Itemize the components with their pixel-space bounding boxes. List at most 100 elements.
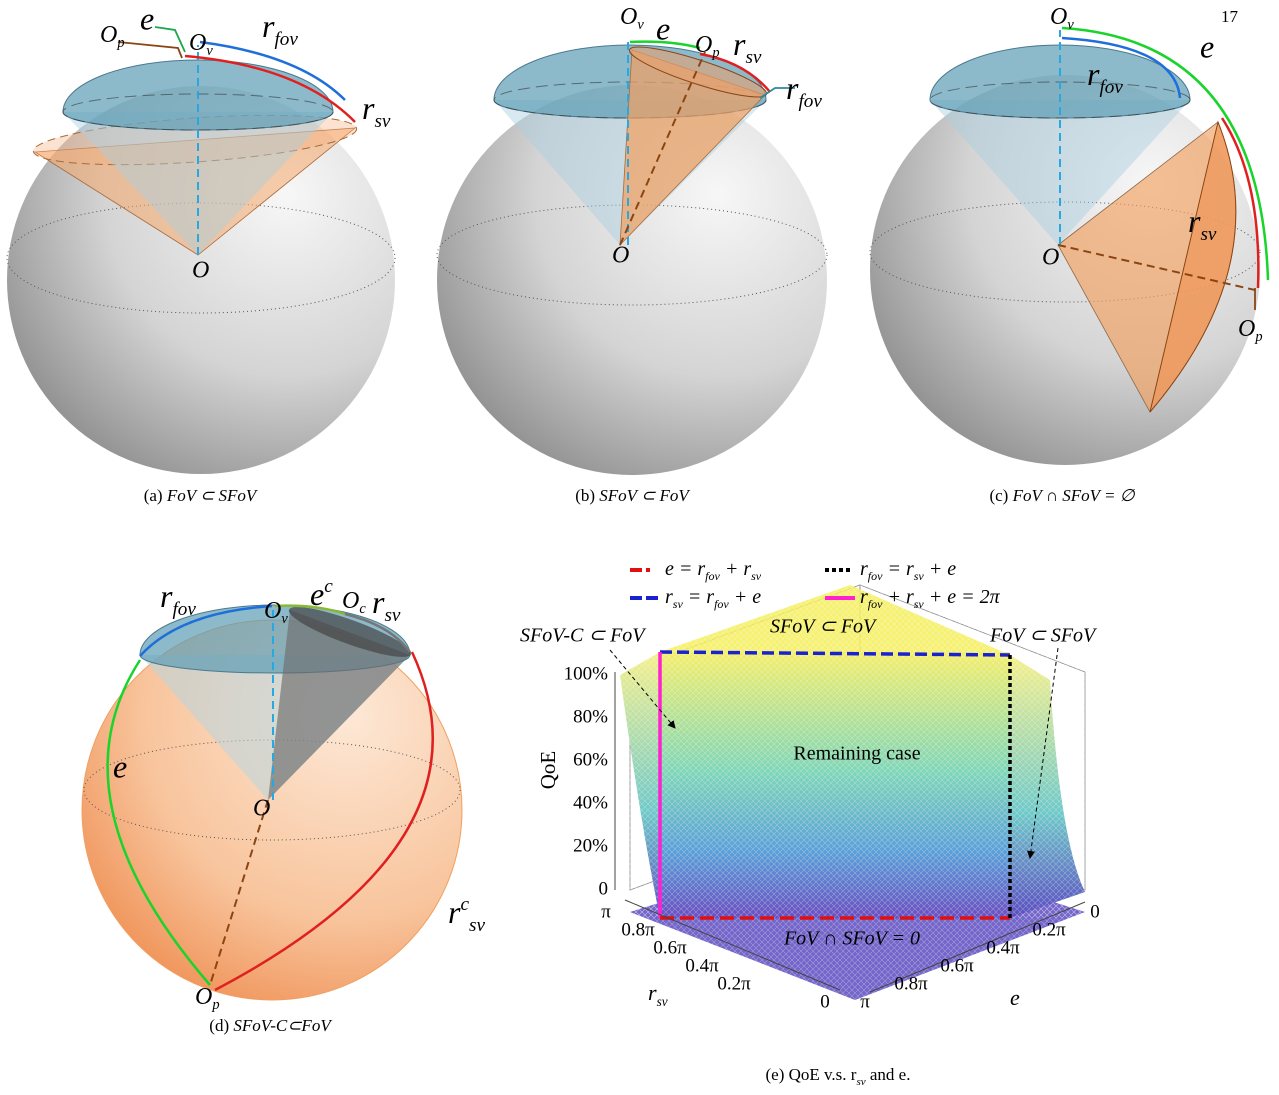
- subscript: p: [711, 45, 719, 61]
- diagram-label: Oc: [342, 588, 366, 618]
- diagram-label: rcsv: [448, 894, 485, 936]
- caption: (e) QoE v.s. rsv and e.: [766, 1065, 911, 1088]
- caption-label: (d): [209, 1016, 229, 1035]
- tick-label: 0: [820, 991, 830, 1012]
- tick-label: 40%: [573, 792, 608, 813]
- text-part: O: [195, 984, 212, 1010]
- legend-entry: e = rfov + rsv: [665, 558, 762, 583]
- subscript: sv: [751, 569, 762, 583]
- text-part: r: [362, 90, 375, 126]
- subscript: c: [359, 601, 366, 617]
- subscript: p: [211, 997, 219, 1013]
- subscript: v: [1067, 17, 1074, 33]
- subscript: p: [116, 35, 124, 51]
- subscript: v: [637, 17, 644, 33]
- text-part: r: [786, 70, 799, 106]
- text-part: r: [1087, 56, 1100, 92]
- text-part: O: [1238, 316, 1255, 342]
- text-part: O: [1050, 4, 1067, 30]
- diagram-label: ec: [310, 576, 333, 612]
- tick-label: 0.8π: [894, 973, 928, 994]
- diagram-label: Ov: [189, 30, 213, 60]
- text-part: O: [620, 4, 637, 30]
- subscript: fov: [868, 597, 883, 611]
- tick-label: π: [860, 991, 870, 1012]
- subscript: v: [206, 43, 213, 59]
- tick-label: 100%: [564, 663, 609, 684]
- tick-label: 0.6π: [940, 955, 974, 976]
- subscript: fov: [714, 597, 729, 611]
- text-part: O: [189, 30, 206, 56]
- diagram-label: e: [140, 0, 154, 36]
- diagram-label: O: [612, 243, 629, 269]
- text-part: O: [264, 598, 281, 624]
- subscript: sv: [856, 1076, 865, 1088]
- text-part: r: [372, 584, 385, 620]
- text-part: r: [860, 558, 868, 580]
- tick-label: 0.2π: [717, 973, 751, 994]
- subscript: sv: [384, 605, 400, 626]
- caption: (a) FoV ⊂ SFoV: [144, 486, 259, 505]
- text-part: r: [860, 586, 868, 608]
- text-part: + e: [729, 586, 761, 608]
- tick-label: 20%: [573, 835, 608, 856]
- annotation: Remaining case: [793, 743, 920, 765]
- diagram-label: rsv: [362, 90, 391, 132]
- diagram-label: Op: [1238, 316, 1263, 346]
- subscript: v: [281, 611, 288, 627]
- tick-label: 0.8π: [621, 919, 655, 940]
- caption-label: (b): [575, 486, 595, 505]
- text-part: r: [733, 26, 746, 62]
- annotation: FoV ∩ SFoV = 0: [783, 928, 920, 950]
- subscript: sv: [745, 47, 761, 68]
- diagram-label: rsv: [372, 584, 401, 626]
- annotation: SFoV ⊂ FoV: [770, 616, 878, 638]
- text-part: + e = 2π: [924, 586, 1001, 608]
- diagram-label: rfov: [262, 8, 298, 50]
- text-part: r: [665, 586, 673, 608]
- diagram-label: e: [656, 10, 670, 46]
- subscript: fov: [868, 569, 883, 583]
- legend-entry: rfov = rsv + e: [860, 558, 956, 583]
- caption: (b) SFoV ⊂ FoV: [575, 486, 691, 505]
- caption: (c) FoV ∩ SFoV = ∅: [989, 486, 1135, 505]
- diagram-label: O: [253, 796, 270, 822]
- text-part: O: [695, 32, 712, 58]
- lead-op: [118, 42, 182, 58]
- diagram-label: Op: [695, 32, 720, 62]
- diagram-label: rsv: [733, 26, 762, 68]
- subscript: fov: [1099, 77, 1123, 98]
- text-part: + e: [924, 558, 956, 580]
- subscript: fov: [172, 599, 196, 620]
- tick-label: 0: [599, 878, 609, 899]
- tick-label: π: [601, 901, 611, 922]
- diagram-label: Op: [100, 22, 125, 52]
- caption-label: (c): [989, 486, 1008, 505]
- diagram-label: Ov: [264, 598, 288, 628]
- subscript: sv: [469, 915, 485, 936]
- superscript: c: [324, 576, 333, 597]
- axis-label: e: [1010, 985, 1020, 1010]
- text-part: r: [262, 8, 275, 44]
- diagram-label: rfov: [160, 578, 196, 620]
- text-part: QoE v.s. r: [789, 1065, 857, 1084]
- axis-label: rsv: [648, 980, 668, 1008]
- axis-label: QoE: [536, 751, 560, 790]
- tick-label: 0.2π: [1032, 919, 1066, 940]
- diagram-label: O: [192, 258, 209, 284]
- subscript: sv: [657, 994, 668, 1009]
- subscript: fov: [798, 91, 822, 112]
- tick-label: 0: [1090, 901, 1100, 922]
- text-part: r: [1188, 203, 1201, 239]
- caption-label: (e): [766, 1065, 785, 1084]
- tick-label: 0.4π: [685, 955, 719, 976]
- figure-page: 17eOpOvrfovrsvOOveOprsvrfovOOverfovrsvOO…: [0, 0, 1279, 1095]
- caption-text: SFoV-C⊂FoV: [233, 1016, 333, 1035]
- diagram-label: Ov: [1050, 4, 1074, 34]
- annotation: SFoV-C ⊂ FoV: [520, 625, 647, 647]
- text-part: = r: [683, 586, 714, 608]
- caption-text: FoV ∩ SFoV = ∅: [1012, 486, 1136, 505]
- caption-text: FoV ⊂ SFoV: [166, 486, 259, 505]
- text-part: and e.: [866, 1065, 911, 1084]
- text-part: O: [100, 22, 117, 48]
